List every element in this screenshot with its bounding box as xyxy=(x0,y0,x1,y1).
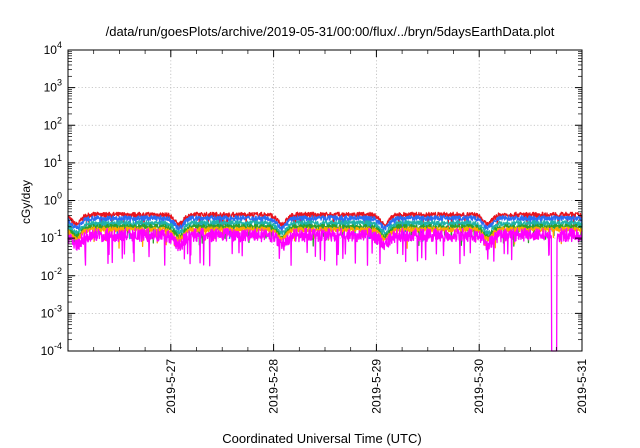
y-tick-label: 104 xyxy=(44,40,62,57)
series-line xyxy=(67,220,583,244)
y-tick-label: 10-2 xyxy=(41,266,62,283)
plot-frame xyxy=(67,49,583,352)
series-layer xyxy=(67,211,583,352)
series-line xyxy=(67,215,583,240)
x-axis-label: Coordinated Universal Time (UTC) xyxy=(222,431,421,446)
y-axis-label: cGy/day xyxy=(19,180,33,224)
y-tick-label: 103 xyxy=(44,78,62,95)
y-tick-label: 10-1 xyxy=(41,228,62,245)
x-tick-label: 2019-5-27 xyxy=(164,359,178,414)
x-tick-label: 2019-5-31 xyxy=(575,359,589,414)
y-tick-label: 101 xyxy=(44,153,62,170)
x-tick-label: 2019-5-28 xyxy=(267,359,281,414)
ticks: 104 103 102 101 100 10-1 10-2 10-3 10-4 2019-5-27… xyxy=(41,40,589,414)
series-line xyxy=(67,226,583,249)
x-tick-label: 2019-5-30 xyxy=(472,359,486,414)
chart-title: /data/run/goesPlots/archive/2019-05-31/0… xyxy=(106,24,555,39)
x-tick-label: 2019-5-29 xyxy=(369,359,383,414)
y-tick-label: 102 xyxy=(44,115,62,132)
series-line xyxy=(67,227,583,352)
y-tick-label: 100 xyxy=(44,191,62,208)
y-tick-label: 10-4 xyxy=(41,341,62,358)
y-tick-label: 10-3 xyxy=(41,303,62,320)
grid xyxy=(68,50,582,351)
